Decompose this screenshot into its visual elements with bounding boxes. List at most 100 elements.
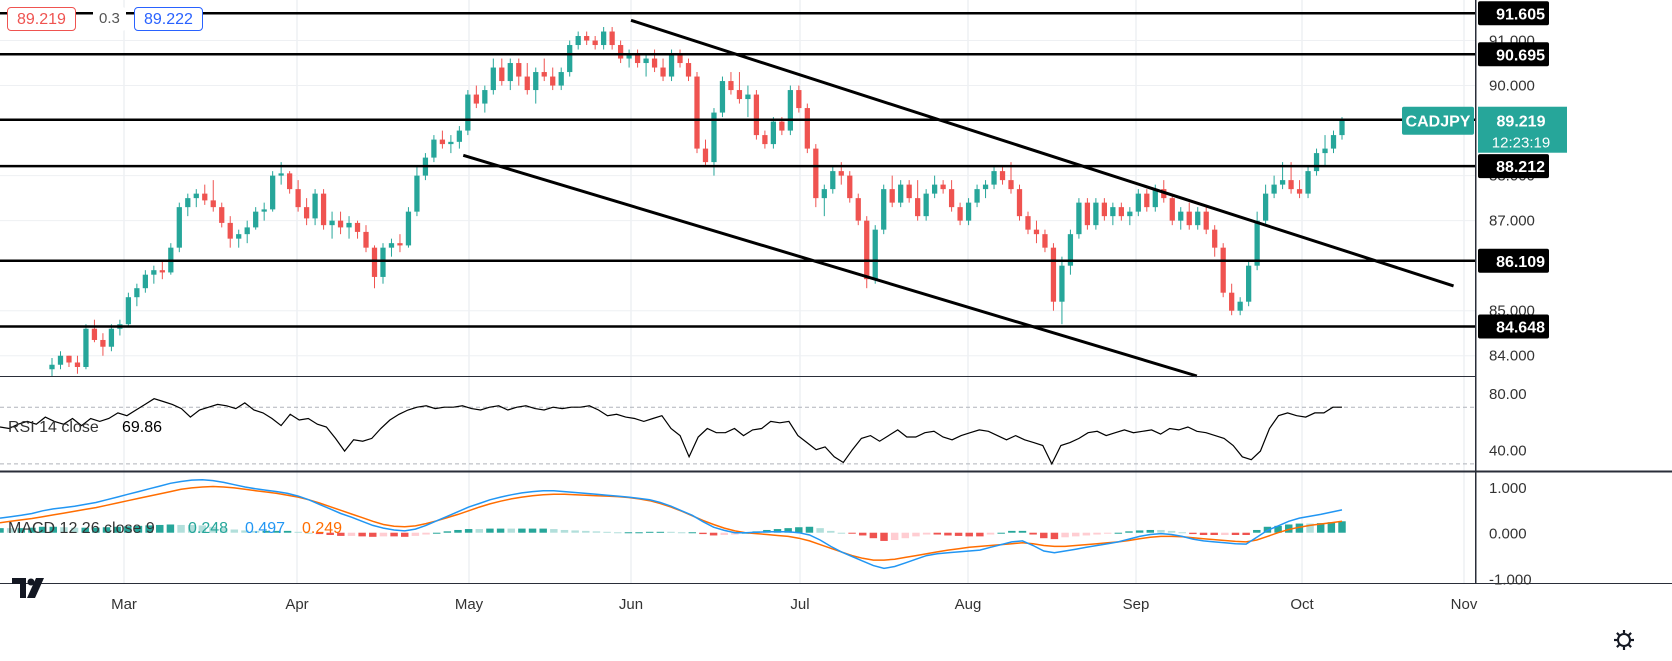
macd-histogram-bar [1167,530,1176,533]
candle-body [380,247,386,277]
macd-histogram-bar [187,524,196,533]
gear-icon[interactable] [1614,630,1634,650]
macd-histogram-bar [1199,532,1208,535]
candle-body [329,220,335,226]
x-tick-label: Sep [1123,596,1150,613]
macd-pane [0,478,1346,570]
candle-body [1135,193,1141,212]
candle-body [617,45,624,59]
macd-histogram-bar [1061,532,1069,538]
candle-body [1008,180,1014,190]
tradingview-logo-icon[interactable] [10,574,50,600]
candle-body [1288,180,1294,190]
candle-body [1254,220,1260,266]
macd-signal-value: 0.249 [302,520,342,537]
macd-histogram-bar [432,532,441,534]
candle-body [728,81,734,91]
candle-body [770,121,777,145]
macd-histogram-bar [784,528,792,533]
macd-histogram-bar [49,526,57,533]
candle-body [1144,193,1150,208]
candle-body [779,121,785,131]
candle-body [253,211,259,228]
candle-body [1220,247,1226,293]
macd-histogram-bar [773,529,782,533]
macd-histogram-bar [1135,530,1144,533]
macd-histogram-bar [401,532,409,537]
price-axis[interactable]: 84.00085.00087.00088.00090.00091.00091.6… [1402,1,1634,650]
level-tag-label: 91.605 [1496,6,1545,23]
indicator-labels: RSI 14 close 69.86 MACD 12 26 close 9 0.248… [8,419,342,537]
candle-body [1127,211,1133,217]
macd-histogram-bar [1125,531,1133,533]
x-tick-label: Mar [111,596,137,613]
candle-body [813,148,819,199]
candle-body [108,328,115,347]
time-axis[interactable]: Mar Apr May Jun Jul Aug Sep Oct Nov [111,596,1478,613]
candle-body [176,207,182,248]
macd-histogram-bar [720,532,728,535]
x-tick-label: Nov [1451,596,1478,613]
candle-body [482,90,488,104]
candle-body [1313,153,1320,172]
x-tick-label: Apr [285,596,308,613]
candle-body [533,72,539,91]
macd-histogram-bar [656,531,665,533]
candle-body [227,222,233,239]
macd-histogram-bar [731,532,739,535]
candle-body [185,198,191,208]
macd-histogram-bar [954,532,963,536]
macd-histogram-bar [379,532,388,537]
macd-histogram-bar [347,532,356,536]
candle-body [499,67,505,82]
macd-histogram-bar [1189,532,1197,535]
symbol-tag [1402,106,1474,135]
candle-body [1110,207,1116,217]
macd-histogram-bar [1221,532,1229,535]
candle-body [601,31,607,46]
candle-body [745,94,751,100]
x-tick-label: Jun [619,596,643,613]
candle-body [66,355,72,363]
level-tag [1478,248,1549,273]
level-tag-label: 84.648 [1496,320,1545,337]
candle-body [278,173,284,176]
macd-histogram-value: 0.248 [188,520,228,537]
bid-price-box[interactable]: 89.219 [7,7,76,31]
macd-histogram-bar [986,532,995,535]
level-tag [1478,42,1549,67]
macd-histogram-bar [795,527,803,533]
macd-histogram-bar [17,528,26,533]
candle-body [1067,234,1074,266]
level-tag [1478,1,1549,26]
candle-body [1339,120,1345,136]
macd-histogram-bar [550,529,558,533]
macd-histogram-bar [603,531,611,533]
candle-body [125,297,132,325]
candle-body [397,243,403,246]
macd-histogram-bar [81,527,89,533]
candle-body [1101,202,1107,217]
macd-histogram-bar [486,528,494,533]
candle-body [677,54,683,64]
candle-body [303,207,310,219]
macd-histogram-bar [528,528,537,533]
candle-body [134,288,140,298]
candle-body [999,171,1006,181]
candle-body [719,81,726,113]
level-tag [1478,154,1549,179]
ask-price-box[interactable]: 89.222 [134,7,203,31]
candle-body [219,207,225,223]
candle-body [847,175,853,199]
rsi-pane [0,398,1475,466]
candle-body [431,139,437,158]
macd-histogram-bar [283,530,292,533]
macd-histogram-bar [358,532,366,537]
candle-body [312,193,318,219]
macd-histogram-bar [294,531,302,533]
y-tick-label: 87.000 [1489,213,1535,230]
candle-body [57,355,64,365]
candle-body [855,198,861,221]
